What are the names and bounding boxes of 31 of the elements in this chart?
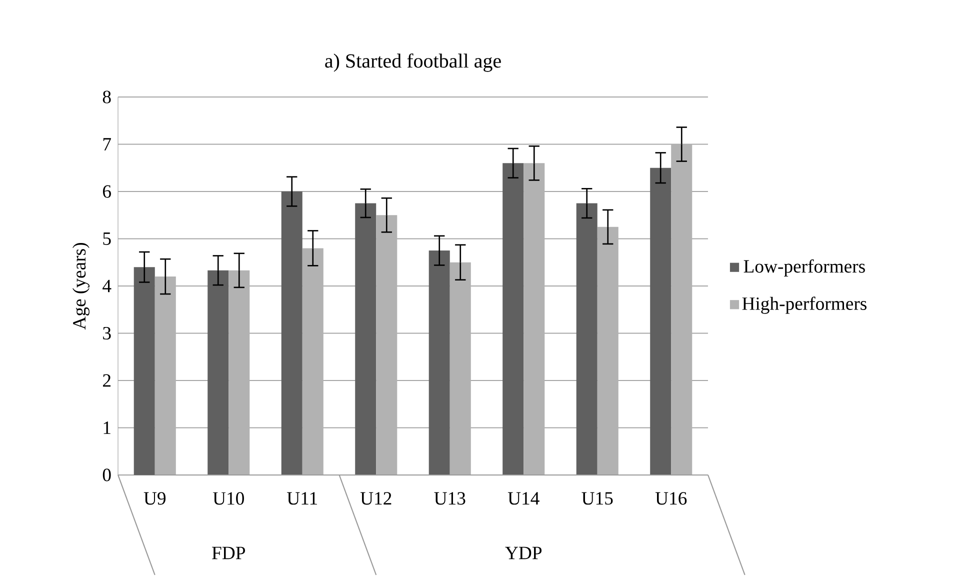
x-tick-label: U12 bbox=[360, 492, 392, 505]
bar bbox=[355, 203, 376, 475]
x-tick-label: U9 bbox=[144, 492, 166, 505]
x-tick-label: U10 bbox=[212, 492, 244, 505]
legend-label: Low-performers bbox=[744, 259, 865, 276]
bar bbox=[428, 250, 450, 475]
x-tick-label: U15 bbox=[582, 492, 613, 505]
y-tick-label: 3 bbox=[103, 326, 111, 340]
y-tick-label: 4 bbox=[102, 280, 112, 292]
bar bbox=[281, 191, 302, 475]
chart-title: a) Started football age bbox=[325, 53, 501, 72]
x-tick-label: U11 bbox=[287, 492, 317, 505]
y-tick-label: 0 bbox=[102, 468, 111, 482]
bar bbox=[576, 203, 598, 475]
y-tick-label: 2 bbox=[103, 374, 110, 387]
bar bbox=[208, 270, 229, 475]
x-tick-label: U13 bbox=[434, 492, 466, 505]
text: FDP bbox=[212, 546, 245, 560]
text: YDP bbox=[505, 546, 542, 560]
y-tick-label: 5 bbox=[103, 232, 111, 245]
x-tick-label: U16 bbox=[655, 492, 687, 505]
bar bbox=[650, 168, 672, 475]
y-axis-title: Age (years) bbox=[72, 243, 90, 330]
y-tick-label: 6 bbox=[102, 185, 111, 198]
y-tick-label: 8 bbox=[102, 90, 111, 104]
bar bbox=[502, 163, 524, 475]
y-tick-label: 1 bbox=[104, 422, 110, 434]
bar bbox=[134, 267, 155, 475]
legend-label: High-performers bbox=[742, 296, 866, 314]
x-tick-label: U14 bbox=[508, 492, 540, 505]
y-tick-label: 7 bbox=[103, 138, 111, 150]
